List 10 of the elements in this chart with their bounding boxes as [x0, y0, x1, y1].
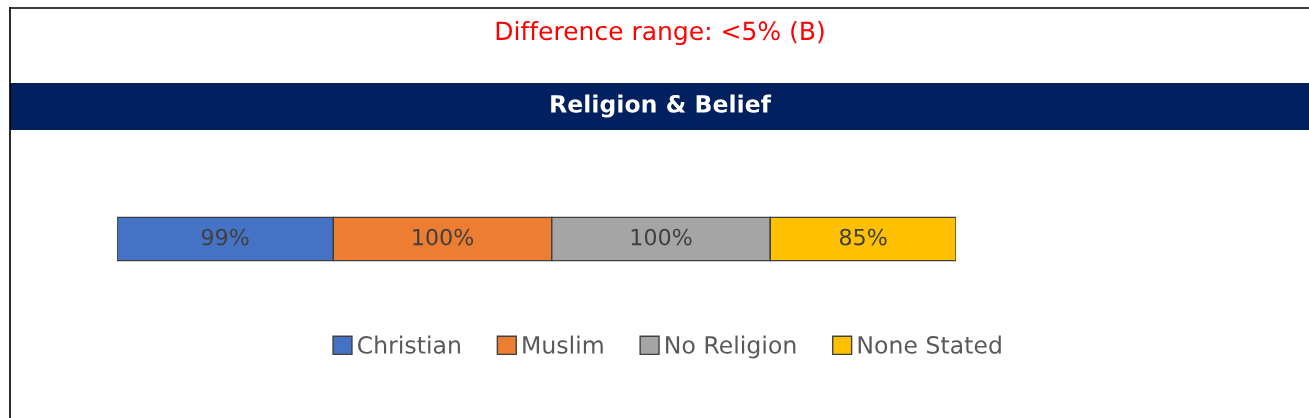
data-label: 100%	[413, 228, 474, 246]
legend-label: No Religion	[666, 335, 796, 359]
data-label: 100%	[631, 228, 692, 246]
legend-label: None Stated	[858, 335, 1001, 354]
text: Difference range: <5% (B)	[496, 20, 824, 46]
legend-label: Muslim	[523, 335, 603, 354]
legend-label: Christian	[358, 335, 460, 354]
data-label: 99%	[201, 228, 249, 246]
data-label: 85%	[839, 228, 887, 246]
chart-title: Religion & Belief	[551, 94, 772, 118]
